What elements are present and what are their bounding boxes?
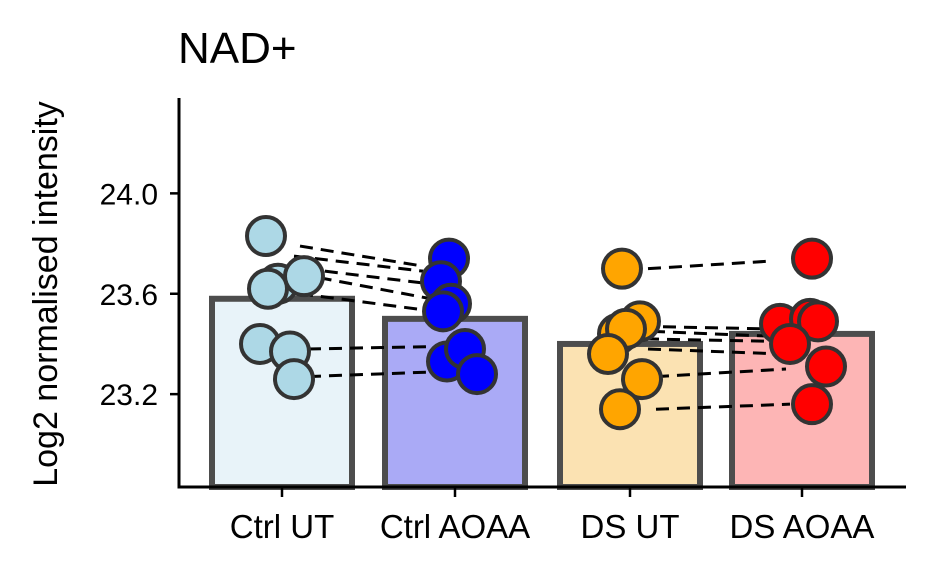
- data-point: [601, 247, 643, 290]
- data-point: [587, 332, 629, 375]
- data-point: [456, 353, 498, 396]
- data-point: [791, 383, 833, 426]
- data-point: [422, 290, 464, 333]
- data-point: [247, 267, 289, 310]
- data-point: [805, 345, 847, 388]
- pair-line: [655, 402, 791, 411]
- data-point: [599, 388, 641, 431]
- x-tick-label: DS UT: [581, 508, 680, 545]
- pair-line: [307, 370, 444, 379]
- pair-line: [299, 292, 436, 313]
- plot-area: 23.2 23.6 24.0 Ctrl UT Ctrl AOAA DS UT DS AOAA: [100, 98, 906, 545]
- y-tick-label: 23.6: [100, 279, 158, 312]
- x-tick-label: Ctrl AOAA: [380, 508, 530, 545]
- pair-line: [655, 367, 787, 379]
- pair-line: [645, 337, 779, 343]
- pair-line: [641, 324, 771, 331]
- y-tick-label: 23.2: [100, 379, 158, 412]
- data-point: [245, 215, 287, 258]
- data-point: [283, 255, 325, 298]
- data-point: [273, 358, 315, 401]
- x-tick-label: Ctrl UT: [230, 508, 334, 545]
- chart-title: NAD+: [178, 24, 297, 73]
- data-point: [621, 358, 663, 401]
- pair-line: [647, 259, 771, 271]
- data-point: [797, 300, 839, 343]
- x-tick-label: DS AOAA: [730, 508, 875, 545]
- y-tick-label: 24.0: [100, 178, 158, 211]
- y-axis-label: Log2 normalised intensity: [27, 101, 65, 487]
- pair-line: [647, 347, 783, 356]
- data-point: [769, 322, 811, 365]
- pair-line: [307, 344, 440, 351]
- data-point: [791, 237, 833, 280]
